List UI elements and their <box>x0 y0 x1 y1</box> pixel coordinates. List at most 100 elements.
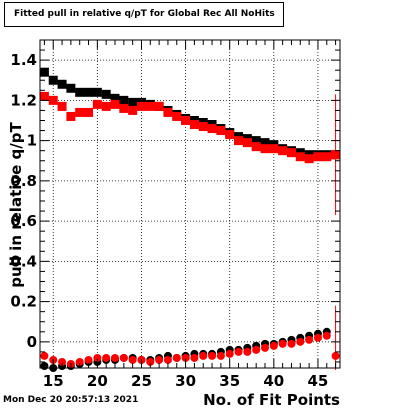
data-point <box>75 357 84 366</box>
data-point <box>278 146 288 156</box>
data-point <box>111 353 119 362</box>
data-point <box>75 107 85 117</box>
data-point <box>322 331 331 340</box>
data-point <box>286 148 296 158</box>
y-tick-label: 0.8 <box>10 172 37 190</box>
data-point <box>154 101 164 111</box>
data-point <box>172 111 182 121</box>
data-point <box>57 79 67 89</box>
data-point <box>208 351 217 360</box>
data-point <box>251 136 261 146</box>
data-point <box>110 99 120 109</box>
data-point <box>110 93 120 103</box>
y-tick-label: 1 <box>27 132 37 150</box>
x-tick-label: 15 <box>43 372 64 390</box>
axes: 15 20 25 30 35 40 45 0 0.2 0.4 0.6 0.8 1 1.2 1.4 <box>10 39 340 390</box>
x-tick-label: 20 <box>87 372 108 390</box>
x-tick-label: 45 <box>308 372 329 390</box>
data-point <box>119 353 128 362</box>
data-point <box>119 103 129 113</box>
data-point <box>295 152 305 162</box>
data-point <box>172 353 181 362</box>
data-point <box>242 138 252 148</box>
data-point <box>278 339 287 348</box>
data-point <box>92 99 102 109</box>
data-point <box>261 343 269 352</box>
data-point <box>92 87 102 97</box>
data-point <box>58 357 67 366</box>
data-point <box>225 130 235 140</box>
data-point <box>119 95 129 105</box>
data-point <box>128 97 138 107</box>
data-point <box>251 142 261 152</box>
data-point <box>84 87 94 97</box>
data-point <box>260 138 270 148</box>
data-point <box>101 89 111 99</box>
x-tick-label: 30 <box>175 372 196 390</box>
data-point <box>252 345 261 354</box>
data-point <box>128 355 137 364</box>
data-point <box>216 126 226 136</box>
plot-frame <box>39 39 341 369</box>
data-markers <box>39 67 341 372</box>
data-point <box>304 154 314 164</box>
chart-title: Fitted pull in relative q/pT for Global … <box>4 2 284 27</box>
data-point <box>243 347 252 356</box>
data-point <box>136 101 146 111</box>
data-point <box>155 355 164 364</box>
data-point <box>145 101 155 111</box>
x-tick-label: 25 <box>131 372 152 390</box>
y-tick-label: 1.2 <box>10 91 37 109</box>
data-point <box>313 333 322 342</box>
data-point <box>57 101 67 111</box>
series-1 <box>39 91 341 216</box>
data-point <box>93 353 102 362</box>
data-point <box>198 122 208 132</box>
data-point <box>84 355 93 364</box>
data-point <box>207 124 217 134</box>
data-point <box>216 351 225 360</box>
x-tick-label: 40 <box>263 372 284 390</box>
data-point <box>146 357 155 366</box>
data-point <box>313 152 323 162</box>
y-tick-label: 1.4 <box>10 51 37 69</box>
data-point <box>66 83 76 93</box>
data-point <box>331 150 341 160</box>
y-tick-label: 0.6 <box>10 212 37 230</box>
data-point <box>84 107 94 117</box>
data-point <box>39 67 49 77</box>
data-point <box>181 353 190 362</box>
data-point <box>269 341 278 350</box>
data-point <box>48 95 58 105</box>
data-point <box>39 91 49 101</box>
data-point <box>199 351 208 360</box>
data-point <box>190 353 199 362</box>
data-point <box>40 351 49 360</box>
series-3 <box>40 305 340 371</box>
data-point <box>189 120 199 130</box>
data-point <box>234 347 243 356</box>
y-tick-label: 0.2 <box>10 293 37 311</box>
data-point <box>287 339 296 348</box>
data-point <box>102 353 111 362</box>
x-axis-label: No. of Fit Points <box>203 391 340 409</box>
data-point <box>128 105 138 115</box>
data-point <box>181 115 191 125</box>
data-point <box>331 351 340 360</box>
data-point <box>260 144 270 154</box>
data-point <box>322 152 332 162</box>
data-point <box>101 101 111 111</box>
data-point <box>66 111 76 121</box>
data-point <box>225 349 234 358</box>
data-point <box>269 144 279 154</box>
y-tick-label: 0 <box>27 333 37 351</box>
y-axis-label: pull in relative q/pT <box>7 121 25 287</box>
data-point <box>48 75 58 85</box>
data-point <box>75 87 85 97</box>
data-point <box>234 136 244 146</box>
x-tick-label: 35 <box>219 372 240 390</box>
data-point <box>305 335 314 344</box>
data-point <box>163 355 172 364</box>
data-point <box>296 337 305 346</box>
